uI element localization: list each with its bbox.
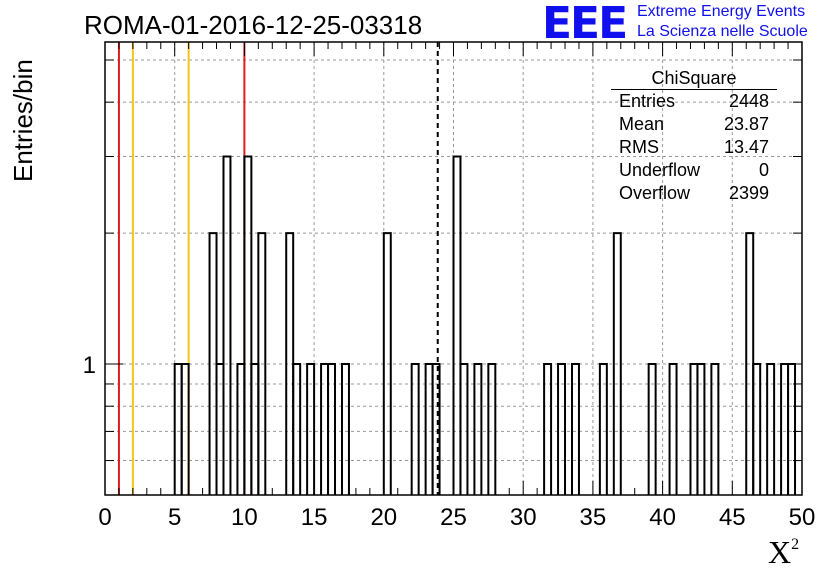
histogram-bin xyxy=(557,363,567,495)
stats-label: Overflow xyxy=(619,183,691,203)
x-tick-label: 5 xyxy=(168,504,181,531)
stats-box: ChiSquare Entries 2448 Mean 23.87 RMS 13.47 Un… xyxy=(611,68,777,205)
stats-row: Overflow 2399 xyxy=(611,182,777,205)
x-tick-label: 20 xyxy=(370,504,397,531)
org-name-line2: La Scienza nelle Scuole xyxy=(637,23,808,40)
stats-row: Underflow 0 xyxy=(611,159,777,182)
x-tick-label: 10 xyxy=(231,504,258,531)
x-tick-label: 25 xyxy=(440,504,467,531)
x-tick-label: 50 xyxy=(789,504,816,531)
stats-value: 0 xyxy=(758,160,769,180)
x-tick-label: 40 xyxy=(649,504,676,531)
histogram-bin xyxy=(766,363,776,495)
stats-value: 2448 xyxy=(728,91,769,111)
histogram-bin xyxy=(487,363,497,495)
stats-label: Mean xyxy=(619,114,665,134)
org-name-line1: Extreme Energy Events xyxy=(637,3,806,20)
x-tick-label: 15 xyxy=(301,504,328,531)
stats-row: Entries 2448 xyxy=(611,90,777,113)
chart-title: ROMA-01-2016-12-25-03318 xyxy=(84,10,423,40)
axis-ticks xyxy=(104,42,803,495)
x-tick-label: 0 xyxy=(98,504,111,531)
histogram-bin xyxy=(710,363,720,495)
eee-logo: EEE xyxy=(542,0,628,49)
stats-row: RMS 13.47 xyxy=(611,136,777,159)
stats-value: 23.87 xyxy=(723,114,769,134)
x-tick-label: 35 xyxy=(580,504,607,531)
histogram-bin xyxy=(292,363,302,495)
histogram-bin xyxy=(668,363,678,495)
y-tick-label: 1 xyxy=(83,352,96,379)
histogram-bin xyxy=(306,363,316,495)
histogram-bars xyxy=(173,155,797,495)
histogram-bin xyxy=(598,363,608,495)
stats-rows: Entries 2448 Mean 23.87 RMS 13.47 Underflow 0 Ov… xyxy=(611,90,777,205)
histogram-bin xyxy=(696,363,706,495)
stats-label: Entries xyxy=(619,91,676,111)
histogram-bin xyxy=(382,232,392,495)
histogram-bin xyxy=(243,155,253,495)
stats-label: Underflow xyxy=(619,160,701,180)
x-axis-label: X2 xyxy=(768,534,799,571)
histogram-bin xyxy=(452,155,462,495)
histogram-bin xyxy=(222,155,232,495)
stats-value: 2399 xyxy=(728,183,769,203)
x-axis-label-text: X xyxy=(768,534,792,570)
stats-row: Mean 23.87 xyxy=(611,113,777,136)
histogram-bin xyxy=(612,232,622,495)
histogram-bin xyxy=(431,363,441,495)
stats-value: 13.47 xyxy=(723,137,769,157)
stats-title: ChiSquare xyxy=(611,68,777,90)
histogram-bin xyxy=(327,363,337,495)
x-axis-label-superscript: 2 xyxy=(791,536,800,553)
histogram-bin xyxy=(180,363,190,495)
x-tick-label: 45 xyxy=(719,504,746,531)
stats-label: RMS xyxy=(619,137,659,157)
histogram-bin xyxy=(410,363,420,495)
histogram-bin xyxy=(340,363,350,495)
histogram-bin xyxy=(647,363,657,495)
histogram-bin xyxy=(570,363,580,495)
histogram-bin xyxy=(473,363,483,495)
histogram-bin xyxy=(752,363,762,495)
histogram-bin xyxy=(543,363,553,495)
histogram-bin xyxy=(257,232,267,495)
histogram-bin xyxy=(459,363,469,495)
x-tick-label: 30 xyxy=(510,504,537,531)
tick-labels: 0 5 10 15 20 25 30 35 40 45 50 1 xyxy=(83,352,816,531)
